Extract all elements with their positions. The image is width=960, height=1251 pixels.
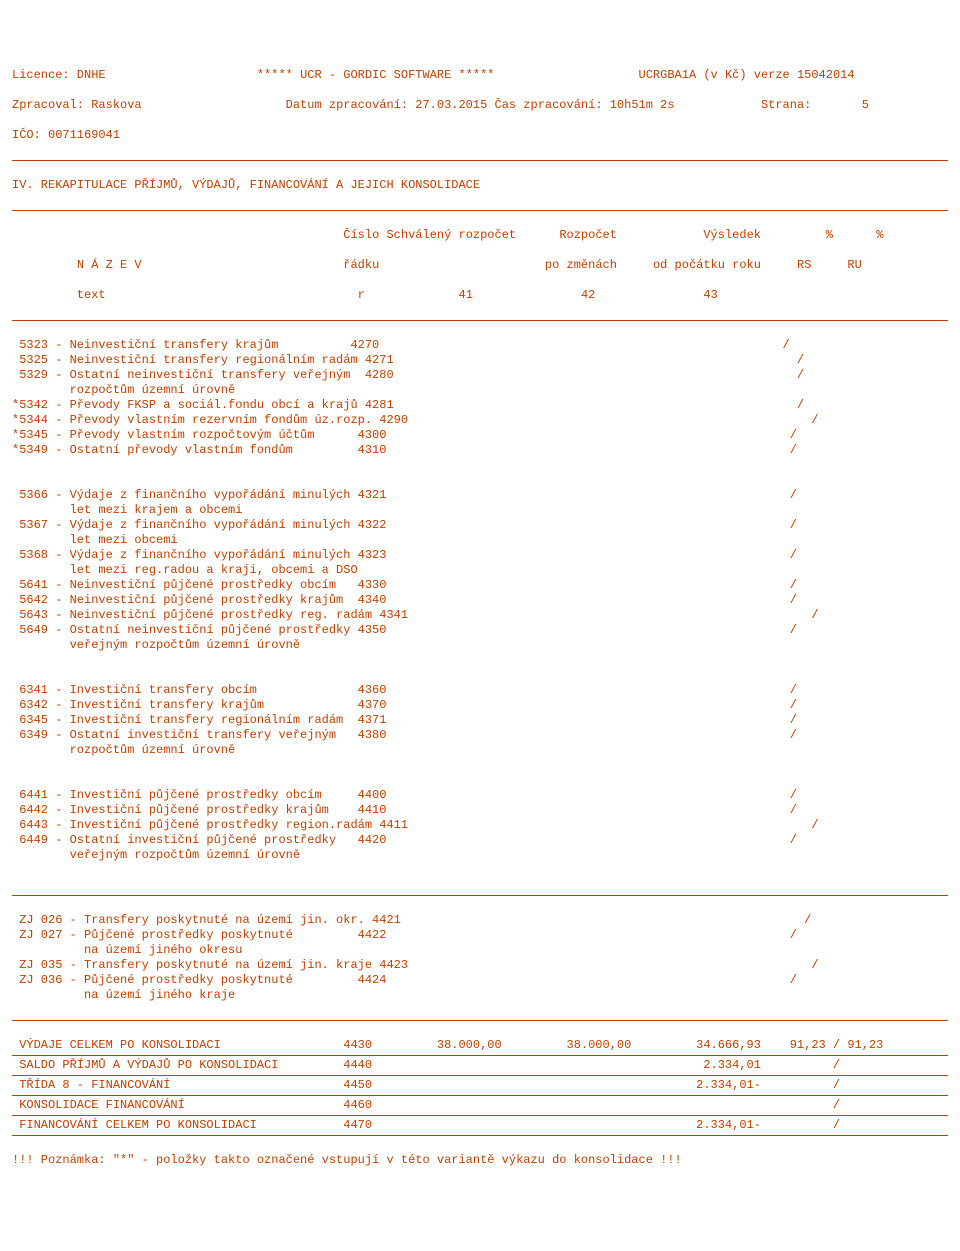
- rule-summary: [12, 1135, 948, 1136]
- table-row: *5349 - Ostatní převody vlastním fondům …: [12, 443, 948, 458]
- rows-block-4: 6441 - Investiční půjčené prostředky obc…: [12, 788, 948, 863]
- summary-row: FINANCOVÁNÍ CELKEM PO KONSOLIDACI 4470 2…: [12, 1118, 948, 1133]
- table-row: na území jiného kraje: [12, 988, 948, 1003]
- summary-row: TŘÍDA 8 - FINANCOVÁNÍ 4450 2.334,01- /: [12, 1078, 948, 1093]
- table-row: veřejným rozpočtům územní úrovně: [12, 638, 948, 653]
- table-row: *5342 - Převody FKSP a sociál.fondu obcí…: [12, 398, 948, 413]
- table-row: 5368 - Výdaje z finančního vypořádání mi…: [12, 548, 948, 563]
- table-row: 6442 - Investiční půjčené prostředky kra…: [12, 803, 948, 818]
- software: ***** UCR - GORDIC SOFTWARE *****: [257, 68, 495, 82]
- colhdr-r2: N Á Z E V řádku po změnách od počátku ro…: [12, 258, 948, 273]
- table-row: rozpočtům územní úrovně: [12, 383, 948, 398]
- table-row: ZJ 027 - Půjčené prostředky poskytnuté 4…: [12, 928, 948, 943]
- strana: Strana: 5: [761, 98, 869, 112]
- table-row: 5367 - Výdaje z finančního vypořádání mi…: [12, 518, 948, 533]
- summary-block: VÝDAJE CELKEM PO KONSOLIDACI 4430 38.000…: [12, 1038, 948, 1136]
- rule-1: [12, 210, 948, 211]
- table-row: ZJ 035 - Transfery poskytnuté na území j…: [12, 958, 948, 973]
- colhdr-r1: Číslo Schválený rozpočet Rozpočet Výsled…: [12, 228, 948, 243]
- rule-summary: [12, 1055, 948, 1056]
- rule-top: [12, 160, 948, 161]
- summary-row: SALDO PŘÍJMŮ A VÝDAJŮ PO KONSOLIDACI 444…: [12, 1058, 948, 1073]
- table-row: 5366 - Výdaje z finančního vypořádání mi…: [12, 488, 948, 503]
- table-row: ZJ 026 - Transfery poskytnuté na území j…: [12, 913, 948, 928]
- rule-summary: [12, 1115, 948, 1116]
- table-row: 5641 - Neinvestiční půjčené prostředky o…: [12, 578, 948, 593]
- summary-row: KONSOLIDACE FINANCOVÁNÍ 4460 /: [12, 1098, 948, 1113]
- summary-row: VÝDAJE CELKEM PO KONSOLIDACI 4430 38.000…: [12, 1038, 948, 1053]
- rule-3: [12, 895, 948, 896]
- hdr-line-3: IČO: 0071169041: [12, 128, 948, 143]
- colhdr-r3: text r 41 42 43: [12, 288, 948, 303]
- table-row: 5642 - Neinvestiční půjčené prostředky k…: [12, 593, 948, 608]
- table-row: 6441 - Investiční půjčené prostředky obc…: [12, 788, 948, 803]
- rule-2: [12, 320, 948, 321]
- hdr-line-2: Zpracoval: Raskova Datum zpracování: 27.…: [12, 98, 948, 113]
- table-row: 6349 - Ostatní investiční transfery veře…: [12, 728, 948, 743]
- rule-summary: [12, 1075, 948, 1076]
- table-row: *5345 - Převody vlastním rozpočtovým účt…: [12, 428, 948, 443]
- rule-4: [12, 1020, 948, 1021]
- rows-block-2: 5366 - Výdaje z finančního vypořádání mi…: [12, 488, 948, 653]
- table-row: 6449 - Ostatní investiční půjčené prostř…: [12, 833, 948, 848]
- table-row: 5329 - Ostatní neinvestiční transfery ve…: [12, 368, 948, 383]
- table-row: 5323 - Neinvestiční transfery krajům 427…: [12, 338, 948, 353]
- table-row: let mezi obcemi: [12, 533, 948, 548]
- table-row: 6342 - Investiční transfery krajům 4370 …: [12, 698, 948, 713]
- table-row: veřejným rozpočtům územní úrovně: [12, 848, 948, 863]
- version: UCRGBA1A (v Kč) verze 15042014: [639, 68, 855, 82]
- hdr-line-1: Licence: DNHE ***** UCR - GORDIC SOFTWAR…: [12, 68, 948, 83]
- rows-block-3: 6341 - Investiční transfery obcím 4360 /…: [12, 683, 948, 758]
- cas: Čas zpracování: 10h51m 2s: [495, 98, 675, 112]
- ico: IČO: 0071169041: [12, 128, 120, 142]
- table-row: na území jiného okresu: [12, 943, 948, 958]
- table-row: 5325 - Neinvestiční transfery regionální…: [12, 353, 948, 368]
- table-row: 6443 - Investiční půjčené prostředky reg…: [12, 818, 948, 833]
- footnote: !!! Poznámka: "*" - položky takto označe…: [12, 1153, 948, 1168]
- table-row: let mezi krajem a obcemi: [12, 503, 948, 518]
- table-row: 6341 - Investiční transfery obcím 4360 /: [12, 683, 948, 698]
- zpracoval: Zpracoval: Raskova: [12, 98, 142, 112]
- table-row: rozpočtům územní úrovně: [12, 743, 948, 758]
- rule-summary: [12, 1095, 948, 1096]
- table-row: let mezi reg.radou a kraji, obcemi a DSO: [12, 563, 948, 578]
- section-title: IV. REKAPITULACE PŘÍJMŮ, VÝDAJŮ, FINANCO…: [12, 178, 948, 193]
- table-row: 6345 - Investiční transfery regionálním …: [12, 713, 948, 728]
- licence: Licence: DNHE: [12, 68, 106, 82]
- table-row: *5344 - Převody vlastním rezervním fondů…: [12, 413, 948, 428]
- datum: Datum zpracování: 27.03.2015: [286, 98, 488, 112]
- table-row: ZJ 036 - Půjčené prostředky poskytnuté 4…: [12, 973, 948, 988]
- table-row: 5649 - Ostatní neinvestiční půjčené pros…: [12, 623, 948, 638]
- table-row: 5643 - Neinvestiční půjčené prostředky r…: [12, 608, 948, 623]
- rows-block-1: 5323 - Neinvestiční transfery krajům 427…: [12, 338, 948, 458]
- rows-block-5: ZJ 026 - Transfery poskytnuté na území j…: [12, 913, 948, 1003]
